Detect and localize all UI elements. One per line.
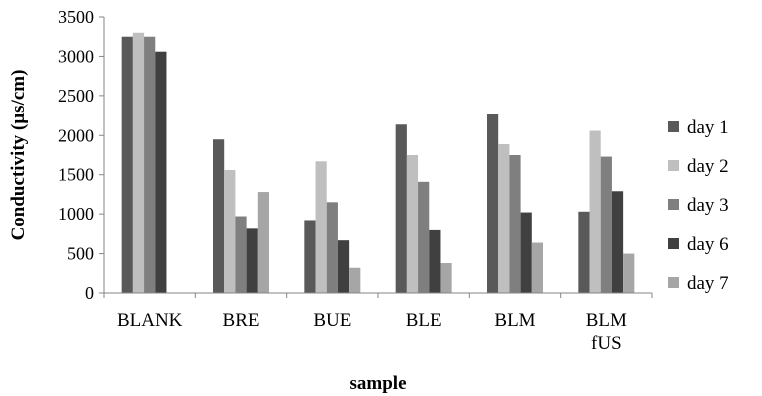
bar-day-2 bbox=[315, 161, 327, 293]
bar-day-6 bbox=[429, 229, 441, 293]
y-axis-title: Conductivity (µs/cm) bbox=[8, 70, 29, 241]
legend-label: day 6 bbox=[687, 234, 729, 255]
bar-day-1 bbox=[395, 124, 407, 293]
x-axis-title: sample bbox=[350, 373, 407, 394]
bar-day-3 bbox=[509, 155, 521, 293]
bar-day-7 bbox=[440, 263, 452, 293]
bar-day-2 bbox=[589, 130, 601, 293]
y-tick-label: 2500 bbox=[58, 86, 94, 106]
legend-label: day 1 bbox=[687, 117, 729, 138]
legend-swatch bbox=[668, 160, 679, 171]
legend-swatch bbox=[668, 199, 679, 210]
x-tick-label: BLE bbox=[406, 310, 442, 331]
x-tick-label-line: BUE bbox=[313, 310, 351, 331]
bar-day-6 bbox=[246, 228, 258, 293]
bar-day-3 bbox=[418, 181, 430, 293]
x-tick-label: BLM fUS bbox=[586, 310, 627, 354]
legend-label: day 7 bbox=[687, 273, 729, 294]
bar-day-3 bbox=[326, 202, 338, 293]
legend-label: day 2 bbox=[687, 156, 729, 177]
y-tick-label: 1500 bbox=[58, 165, 94, 185]
bar-day-6 bbox=[337, 240, 350, 293]
bar-day-7 bbox=[623, 253, 635, 293]
x-tick-label-line: BLM bbox=[494, 310, 535, 331]
bar-day-1 bbox=[213, 139, 225, 293]
y-tick-label: 3500 bbox=[58, 7, 94, 27]
y-tick-label: 1000 bbox=[58, 204, 94, 224]
y-axis: 0 500 1000 1500 2000 2500 3000 3500 bbox=[58, 7, 105, 303]
legend-swatch bbox=[668, 121, 679, 132]
bar-day-1 bbox=[121, 36, 133, 293]
x-tick-label-line: BRE bbox=[223, 310, 260, 331]
bar-day-2 bbox=[406, 155, 419, 293]
bar-day-6 bbox=[520, 212, 532, 293]
y-tick-label: 3000 bbox=[58, 46, 94, 66]
x-tick-label-line: BLM bbox=[586, 310, 627, 331]
bar-day-2 bbox=[224, 169, 236, 293]
bar-day-3 bbox=[600, 156, 612, 293]
legend: day 1 day 2 day 3 day 6 day 7 bbox=[668, 117, 729, 294]
bar-day-1 bbox=[304, 220, 316, 293]
bar-day-3 bbox=[144, 36, 156, 293]
bar-day-6 bbox=[611, 191, 624, 293]
bar-day-3 bbox=[235, 216, 247, 293]
y-tick-label: 2000 bbox=[58, 125, 94, 145]
x-tick-label-line: BLE bbox=[406, 310, 442, 331]
x-tick-label: BLANK bbox=[117, 310, 183, 331]
bars bbox=[121, 32, 635, 294]
bar-day-6 bbox=[155, 51, 167, 293]
bar-day-1 bbox=[487, 113, 499, 293]
legend-label: day 3 bbox=[687, 195, 729, 216]
bar-day-7 bbox=[349, 267, 361, 293]
y-tick-label: 0 bbox=[85, 283, 94, 303]
y-tick-label: 500 bbox=[67, 244, 94, 264]
x-axis: BLANK BRE BUE BLE BLM BLM fUS bbox=[103, 292, 653, 354]
bar-day-1 bbox=[578, 211, 590, 293]
x-tick-label: BUE bbox=[313, 310, 351, 331]
bar-day-7 bbox=[257, 192, 269, 293]
x-tick-label-line: fUS bbox=[591, 333, 622, 354]
bar-day-2 bbox=[498, 143, 510, 293]
x-tick-label: BLM bbox=[494, 310, 535, 331]
legend-swatch bbox=[668, 238, 679, 249]
x-tick-label-line: BLANK bbox=[117, 310, 183, 331]
bar-day-2 bbox=[132, 32, 145, 294]
legend-swatch bbox=[668, 277, 679, 288]
x-tick-label: BRE bbox=[223, 310, 260, 331]
bar-day-7 bbox=[531, 242, 543, 293]
